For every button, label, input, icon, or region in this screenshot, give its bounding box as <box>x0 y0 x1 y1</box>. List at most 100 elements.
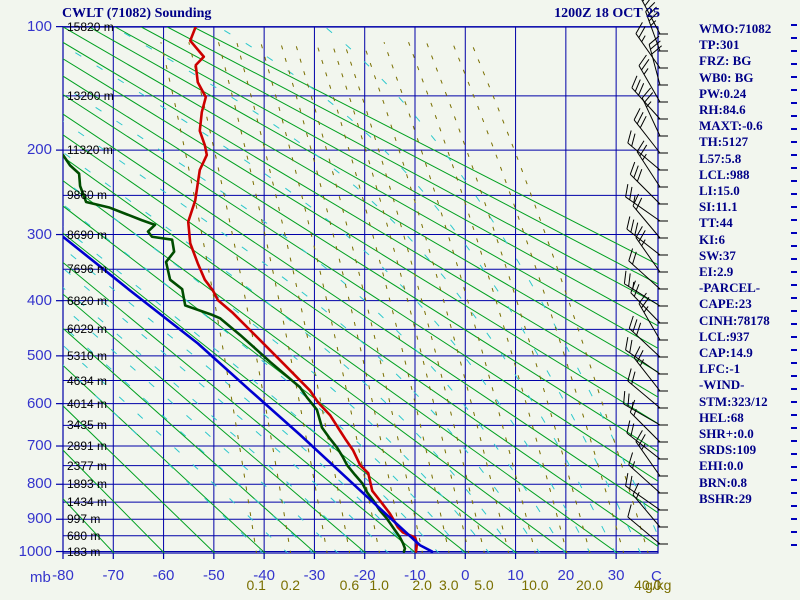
wind-barb <box>631 75 668 120</box>
right-margin-tick <box>791 401 797 403</box>
panel-line: WMO:71082 <box>699 21 772 36</box>
moist-adiabat <box>63 179 490 553</box>
barb-feather <box>631 133 636 147</box>
right-margin-tick <box>791 115 797 117</box>
mixing-ratio-label: 0.2 <box>280 577 301 593</box>
right-margin-tick <box>791 414 797 416</box>
barb-feather <box>651 45 662 55</box>
right-margin-tick <box>791 466 797 468</box>
barb-feather <box>650 40 661 50</box>
temperature-tick-label: 30 <box>607 567 625 584</box>
right-margin-tick <box>791 141 797 143</box>
dry-adiabat <box>63 364 266 553</box>
mixing-ratio-line <box>470 41 649 553</box>
height-label: 3435 m <box>67 418 108 433</box>
dry-adiabat <box>63 134 658 547</box>
barb-feather <box>630 219 635 233</box>
panel-line: TP:301 <box>699 37 740 53</box>
wind-barb <box>628 315 668 358</box>
right-margin-tick <box>791 336 797 338</box>
panel-line: WB0: BG <box>699 69 754 85</box>
dry-adiabat <box>192 27 658 266</box>
moist-adiabat <box>63 203 465 553</box>
dry-adiabat <box>63 93 658 482</box>
mixing-ratio-line <box>160 42 257 553</box>
height-label: 9860 m <box>67 188 108 203</box>
pressure-tick-label: 700 <box>26 437 52 454</box>
barb-feather <box>638 434 646 446</box>
barb-feather <box>636 168 643 182</box>
barb-feather <box>646 6 657 17</box>
barb-shaft <box>629 173 661 205</box>
panel-line: LFC:-1 <box>699 361 741 377</box>
wind-barb <box>625 473 668 511</box>
panel-line: CAPE:23 <box>699 296 752 312</box>
dry-adiabat <box>63 156 619 553</box>
barb-feather <box>635 226 643 238</box>
dry-adiabat <box>63 449 165 553</box>
barb-shaft <box>645 11 661 52</box>
barb-feather <box>628 248 634 262</box>
right-margin-tick <box>791 492 797 494</box>
right-margin-tick <box>791 50 797 52</box>
barb-feather <box>629 186 633 200</box>
temperature-tick-label: 20 <box>557 567 575 584</box>
barb-shaft <box>629 411 661 443</box>
panel-line: -WIND- <box>699 377 745 393</box>
temperature-tick-label: -40 <box>253 567 275 584</box>
panel-line: L57:5.8 <box>699 150 742 166</box>
panel-line: MAXT:-0.6 <box>699 118 763 134</box>
right-margin-tick <box>791 245 797 247</box>
barb-feather <box>629 339 633 353</box>
right-margin-tick <box>791 76 797 78</box>
wind-barb <box>633 346 668 392</box>
barb-feather <box>643 92 654 103</box>
dry-adiabat <box>63 180 568 553</box>
barb-feather <box>633 346 641 359</box>
barb-feather <box>641 297 650 309</box>
moist-adiabat <box>63 247 415 553</box>
barb-feather <box>628 273 631 287</box>
right-margin-tick <box>791 388 797 390</box>
barb-shaft <box>631 87 661 120</box>
dry-adiabat <box>63 75 658 453</box>
right-margin-tick <box>791 453 797 455</box>
temperature-trace <box>186 27 419 553</box>
mixing-ratio-label: 5.0 <box>474 577 494 593</box>
right-margin-tick <box>791 427 797 429</box>
mixing-ratio-line <box>260 42 380 553</box>
wind-barb <box>625 184 668 222</box>
wind-barb <box>632 482 668 528</box>
wind-barb <box>623 270 668 307</box>
panel-line: EI:2.9 <box>699 264 734 280</box>
barb-half-feather <box>639 359 644 367</box>
mixing-ratio-label: 0.6 <box>339 577 360 593</box>
moist-adiabat <box>63 151 516 553</box>
barb-feather <box>635 22 643 34</box>
panel-line: CINH:78178 <box>699 312 770 328</box>
barb-feather <box>638 292 647 304</box>
dry-adiabat <box>166 27 658 285</box>
barb-feather <box>627 130 632 144</box>
barb-shaft <box>628 327 661 358</box>
temperature-tick-label: 0 <box>461 567 470 584</box>
wind-barb <box>629 399 668 443</box>
wind-barb <box>627 368 668 409</box>
temperature-tick-label: -10 <box>404 567 426 584</box>
right-margin-tick <box>791 531 797 533</box>
barb-feather <box>629 399 636 413</box>
dry-adiabat <box>140 27 658 305</box>
barb-feather <box>633 108 641 121</box>
height-label: 15820 m <box>67 19 114 34</box>
moist-adiabat <box>63 85 566 553</box>
barb-shaft <box>625 196 661 222</box>
mixing-ratio-line <box>331 42 470 553</box>
barb-feather <box>623 391 626 405</box>
panel-line: TT:44 <box>699 215 733 231</box>
barb-feather <box>632 319 638 332</box>
barb-feather <box>639 115 647 129</box>
barb-half-feather <box>646 101 652 108</box>
right-margin-tick <box>791 284 797 286</box>
